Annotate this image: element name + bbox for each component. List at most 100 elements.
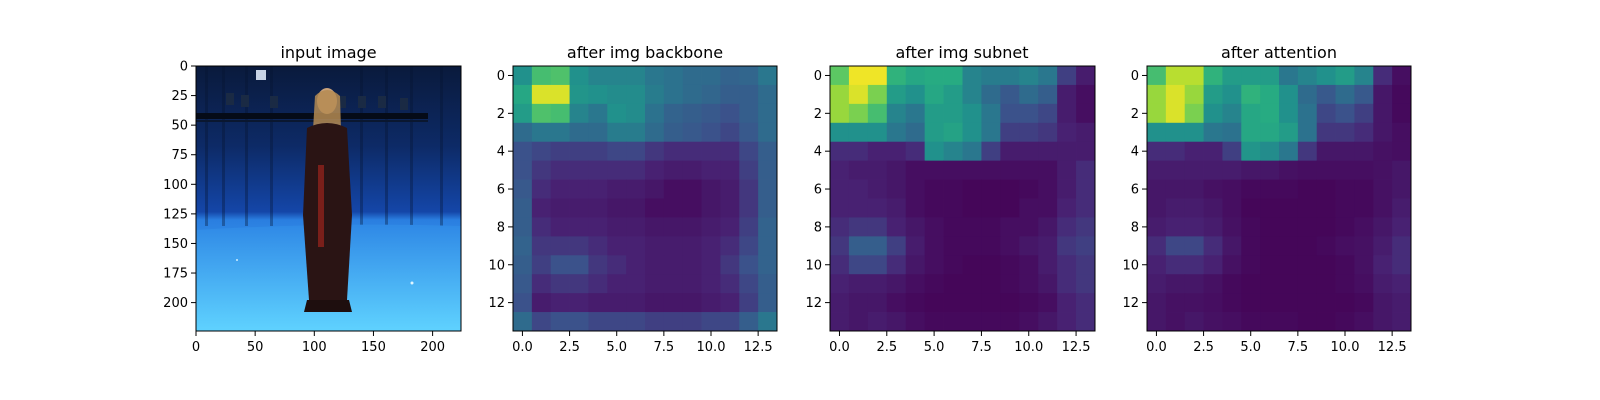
x-tick-label: 2.5 bbox=[559, 340, 580, 355]
heatmap-cell bbox=[720, 312, 740, 332]
heatmap-cell bbox=[663, 179, 684, 199]
heatmap-cell bbox=[720, 198, 740, 218]
heatmap-cell bbox=[981, 160, 1001, 180]
heatmap-cell bbox=[550, 217, 570, 237]
heatmap-cell bbox=[830, 255, 850, 275]
heatmap-cell bbox=[531, 274, 552, 294]
heatmap-cell bbox=[1297, 255, 1318, 275]
heatmap-cell bbox=[531, 236, 552, 256]
heatmap-cell bbox=[1373, 122, 1393, 143]
axes-ticks: 0 50 100 150 200 0 25 50 75 100 125 150 175 200 bbox=[163, 60, 445, 356]
heatmap-cell bbox=[943, 179, 963, 199]
heatmap-cell bbox=[513, 84, 533, 105]
heatmap-cell bbox=[1057, 179, 1077, 199]
heatmap-cell bbox=[924, 122, 944, 143]
heatmap-cell bbox=[607, 198, 627, 218]
heatmap-cell bbox=[1038, 312, 1058, 332]
heatmap-cell bbox=[1000, 179, 1020, 199]
heatmap-cell bbox=[1392, 66, 1412, 86]
heatmap-cell bbox=[569, 160, 589, 180]
y-tick-label: 125 bbox=[163, 207, 188, 222]
heatmap-cell bbox=[1222, 312, 1242, 332]
heatmap-cell bbox=[588, 66, 608, 86]
heatmap-cell bbox=[569, 122, 589, 143]
heatmap-cell bbox=[1147, 66, 1167, 86]
heatmap-cell bbox=[1000, 141, 1020, 162]
heatmap-cell bbox=[1076, 312, 1096, 332]
heatmap-cell bbox=[720, 103, 740, 124]
heatmap-cell bbox=[905, 293, 926, 313]
heatmap-cell bbox=[1019, 122, 1039, 143]
x-tick-label: 5.0 bbox=[606, 340, 627, 355]
heatmap-cell bbox=[886, 84, 907, 105]
heatmap-cell bbox=[905, 66, 926, 86]
heatmap-cell bbox=[682, 255, 702, 275]
y-tick-label: 200 bbox=[163, 296, 188, 311]
heatmap-cell bbox=[1000, 160, 1020, 180]
heatmap-cell bbox=[886, 274, 907, 294]
heatmap-cell bbox=[758, 84, 778, 105]
heatmap-cell bbox=[1354, 255, 1374, 275]
heatmap-cell bbox=[848, 179, 869, 199]
heatmap-cell bbox=[1260, 217, 1280, 237]
heatmap-cell bbox=[867, 274, 888, 294]
heatmap-cell bbox=[739, 160, 759, 180]
heatmap-cell bbox=[758, 274, 778, 294]
heatmap-cell bbox=[1392, 122, 1412, 143]
axes-frame bbox=[512, 65, 778, 332]
heatmap-cell bbox=[758, 217, 778, 237]
heatmap-cell bbox=[943, 141, 963, 162]
x-tick-label: 12.5 bbox=[1378, 340, 1407, 355]
heatmap-cell bbox=[550, 122, 570, 143]
y-tick-label: 6 bbox=[1131, 183, 1139, 198]
heatmap-cell bbox=[1241, 312, 1261, 332]
heatmap-cell bbox=[886, 160, 907, 180]
heatmap-cell bbox=[626, 255, 646, 275]
heatmap-cell bbox=[1260, 236, 1280, 256]
heatmap-cell bbox=[1019, 84, 1039, 105]
heatmap-cell bbox=[1203, 236, 1223, 256]
heatmap-cell bbox=[588, 179, 608, 199]
heatmap-cell bbox=[607, 293, 627, 313]
heatmap-cell bbox=[701, 217, 721, 237]
heatmap-cell bbox=[607, 66, 627, 86]
heatmap-cell bbox=[1392, 236, 1412, 256]
heatmap-cell bbox=[1354, 293, 1374, 313]
heatmap-cell bbox=[1165, 255, 1186, 275]
heatmap-cell bbox=[663, 198, 684, 218]
heatmap-cell bbox=[531, 103, 552, 124]
heatmap-cell bbox=[1241, 236, 1261, 256]
heatmap-cell bbox=[886, 293, 907, 313]
heatmap-cell bbox=[739, 236, 759, 256]
heatmap-cell bbox=[867, 179, 888, 199]
heatmap-cell bbox=[1241, 274, 1261, 294]
heatmap-cell bbox=[1241, 179, 1261, 199]
heatmap-cell bbox=[607, 255, 627, 275]
heatmap-cell bbox=[962, 236, 982, 256]
heatmap-cell bbox=[588, 84, 608, 105]
heatmap-cell bbox=[830, 236, 850, 256]
heatmap-cell bbox=[1392, 84, 1412, 105]
heatmap-cell bbox=[701, 122, 721, 143]
heatmap-cell bbox=[1297, 293, 1318, 313]
y-tick-label: 4 bbox=[1131, 145, 1139, 160]
lights bbox=[226, 70, 408, 110]
y-tick-label: 12 bbox=[488, 296, 505, 311]
heatmap-cell bbox=[1373, 160, 1393, 180]
heatmap-cell bbox=[663, 217, 684, 237]
heatmap-cell bbox=[682, 274, 702, 294]
heatmap-cell bbox=[981, 66, 1001, 86]
heatmap-cell bbox=[1335, 179, 1355, 199]
heatmap-cell bbox=[513, 198, 533, 218]
heatmap-cell bbox=[1147, 84, 1167, 105]
heatmap-cell bbox=[513, 236, 533, 256]
heatmap-cell bbox=[1203, 66, 1223, 86]
x-tick-label: 0 bbox=[192, 340, 200, 355]
x-tick-label: 200 bbox=[420, 340, 445, 355]
y-tick-label: 12 bbox=[805, 296, 822, 311]
panel-title: after attention bbox=[1221, 43, 1337, 62]
heatmap-cell bbox=[924, 293, 944, 313]
heatmap-cell bbox=[569, 198, 589, 218]
heatmap-cell bbox=[1076, 179, 1096, 199]
heatmap-cell bbox=[1019, 179, 1039, 199]
